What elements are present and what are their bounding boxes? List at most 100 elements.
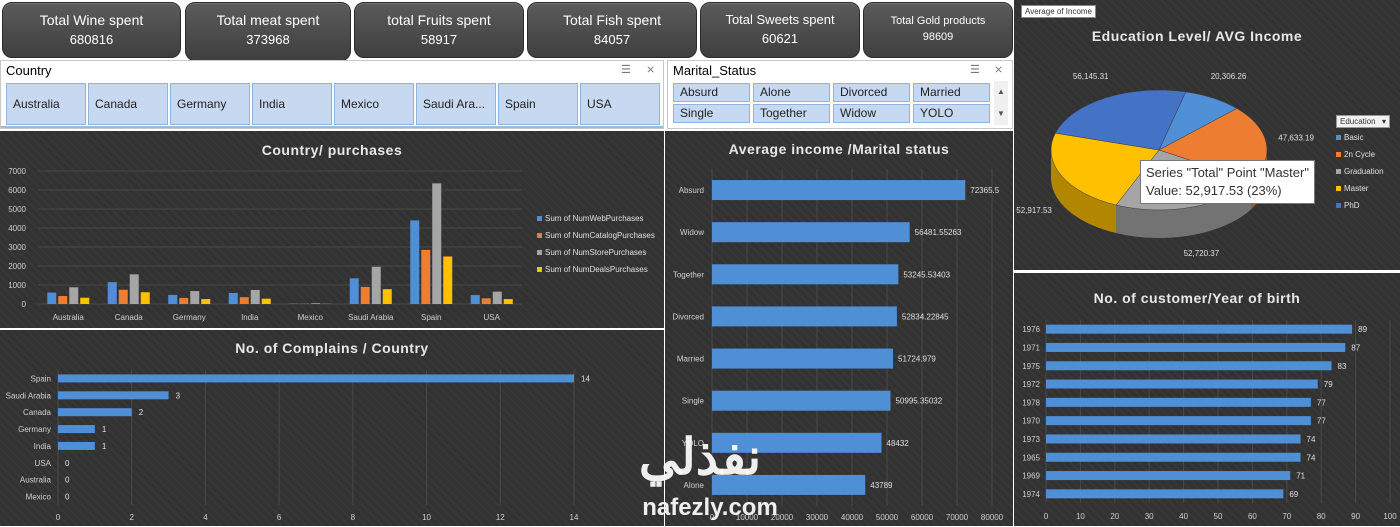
bar[interactable]: [421, 250, 430, 304]
bar[interactable]: [1046, 471, 1290, 480]
bar[interactable]: [410, 220, 419, 304]
slicer-title: Country: [6, 63, 52, 78]
data-label: 52,720.37: [1184, 249, 1220, 258]
bar[interactable]: [251, 290, 260, 304]
slicer-item-married[interactable]: Married: [913, 83, 990, 102]
data-label: 3: [176, 391, 181, 400]
slicer-item-germany[interactable]: Germany: [170, 83, 250, 125]
bar[interactable]: [240, 297, 249, 304]
bar[interactable]: [1046, 453, 1301, 462]
bar[interactable]: [58, 296, 67, 304]
slicer-item-alone[interactable]: Alone: [753, 83, 830, 102]
chart-tooltip: Series "Total" Point "Master" Value: 52,…: [1140, 160, 1315, 204]
bar[interactable]: [712, 222, 910, 242]
bar[interactable]: [58, 408, 132, 416]
bar[interactable]: [141, 292, 150, 304]
bar[interactable]: [504, 299, 513, 304]
bar[interactable]: [712, 264, 898, 284]
slicer-item-india[interactable]: India: [252, 83, 332, 125]
data-label: 89: [1358, 325, 1367, 334]
bar[interactable]: [130, 274, 139, 304]
bar[interactable]: [168, 295, 177, 304]
bar[interactable]: [47, 293, 56, 304]
bar[interactable]: [712, 391, 890, 411]
bar[interactable]: [471, 295, 480, 304]
scroll-up-icon[interactable]: ▲: [994, 81, 1008, 103]
slicer-item-widow[interactable]: Widow: [833, 104, 910, 123]
bar[interactable]: [1046, 325, 1352, 334]
data-label: 52,917.53: [1016, 206, 1052, 215]
data-label: 51724.979: [898, 355, 936, 364]
clear-filter-icon[interactable]: ⨯: [646, 63, 655, 76]
bar[interactable]: [58, 442, 95, 450]
slicer-item-canada[interactable]: Canada: [88, 83, 168, 125]
education-filter-dropdown[interactable]: Education ▾: [1336, 115, 1390, 128]
slicer-item-absurd[interactable]: Absurd: [673, 83, 750, 102]
bar[interactable]: [361, 287, 370, 304]
x-tick-label: 70: [1282, 512, 1291, 521]
bar[interactable]: [372, 267, 381, 304]
bar[interactable]: [119, 290, 128, 304]
bar[interactable]: [80, 298, 89, 304]
slicer-item-usa[interactable]: USA: [580, 83, 660, 125]
scroll-down-icon[interactable]: ▼: [994, 103, 1008, 125]
x-tick-label: Australia: [53, 313, 85, 322]
slicer-item-together[interactable]: Together: [753, 104, 830, 123]
bar[interactable]: [482, 298, 491, 304]
x-tick-label: 60: [1248, 512, 1257, 521]
bar[interactable]: [201, 299, 210, 304]
bar[interactable]: [1046, 361, 1332, 370]
bar[interactable]: [1046, 434, 1301, 443]
bar[interactable]: [229, 293, 238, 304]
bar[interactable]: [58, 425, 95, 433]
x-tick-label: 30: [1145, 512, 1154, 521]
bar[interactable]: [712, 180, 965, 200]
bar[interactable]: [383, 289, 392, 304]
slicer-item-australia[interactable]: Australia: [6, 83, 86, 125]
bar[interactable]: [311, 303, 320, 304]
y-tick-label: 1965: [1022, 453, 1040, 462]
clear-filter-icon[interactable]: ⨯: [994, 63, 1003, 76]
bar[interactable]: [58, 374, 574, 382]
bar[interactable]: [1046, 380, 1318, 389]
slicer-item-saudi-ara[interactable]: Saudi Ara...: [416, 83, 496, 125]
multi-select-icon[interactable]: ☰: [970, 63, 980, 76]
bar[interactable]: [443, 257, 452, 305]
dropdown-arrow-icon[interactable]: ▾: [1382, 117, 1386, 126]
legend-swatch: [1336, 152, 1341, 157]
bar[interactable]: [262, 299, 271, 304]
x-tick-label: 0: [1044, 512, 1049, 521]
kpi-title: Total Gold products: [864, 15, 1012, 27]
bar[interactable]: [1046, 416, 1311, 425]
bar[interactable]: [712, 349, 893, 369]
bar[interactable]: [108, 282, 117, 304]
bar[interactable]: [69, 287, 78, 304]
slicer-item-spain[interactable]: Spain: [498, 83, 578, 125]
data-label: 2: [139, 408, 144, 417]
bar[interactable]: [1046, 489, 1283, 498]
bar[interactable]: [432, 183, 441, 304]
bar[interactable]: [493, 292, 502, 304]
legend-entry: Graduation: [1336, 167, 1384, 176]
x-tick-label: 0: [56, 513, 61, 522]
bar[interactable]: [712, 306, 897, 326]
legend-swatch: [1336, 186, 1341, 191]
bar[interactable]: [1046, 343, 1345, 352]
slicer-scrollbar[interactable]: ▲ ▼: [994, 81, 1008, 125]
legend-entry: Basic: [1336, 133, 1364, 142]
bar[interactable]: [1046, 398, 1311, 407]
multi-select-icon[interactable]: ☰: [621, 63, 631, 76]
bar[interactable]: [350, 278, 359, 304]
data-label: 74: [1307, 453, 1316, 462]
slicer-item-mexico[interactable]: Mexico: [334, 83, 414, 125]
y-tick-label: 1970: [1022, 417, 1040, 426]
kpi-card-fish: Total Fish spent 84057: [527, 2, 697, 58]
y-tick-label: Mexico: [26, 493, 52, 502]
slicer-item-yolo[interactable]: YOLO: [913, 104, 990, 123]
slicer-item-single[interactable]: Single: [673, 104, 750, 123]
bar[interactable]: [58, 391, 169, 399]
bar[interactable]: [179, 298, 188, 304]
slicer-item-divorced[interactable]: Divorced: [833, 83, 910, 102]
bar[interactable]: [190, 291, 199, 304]
